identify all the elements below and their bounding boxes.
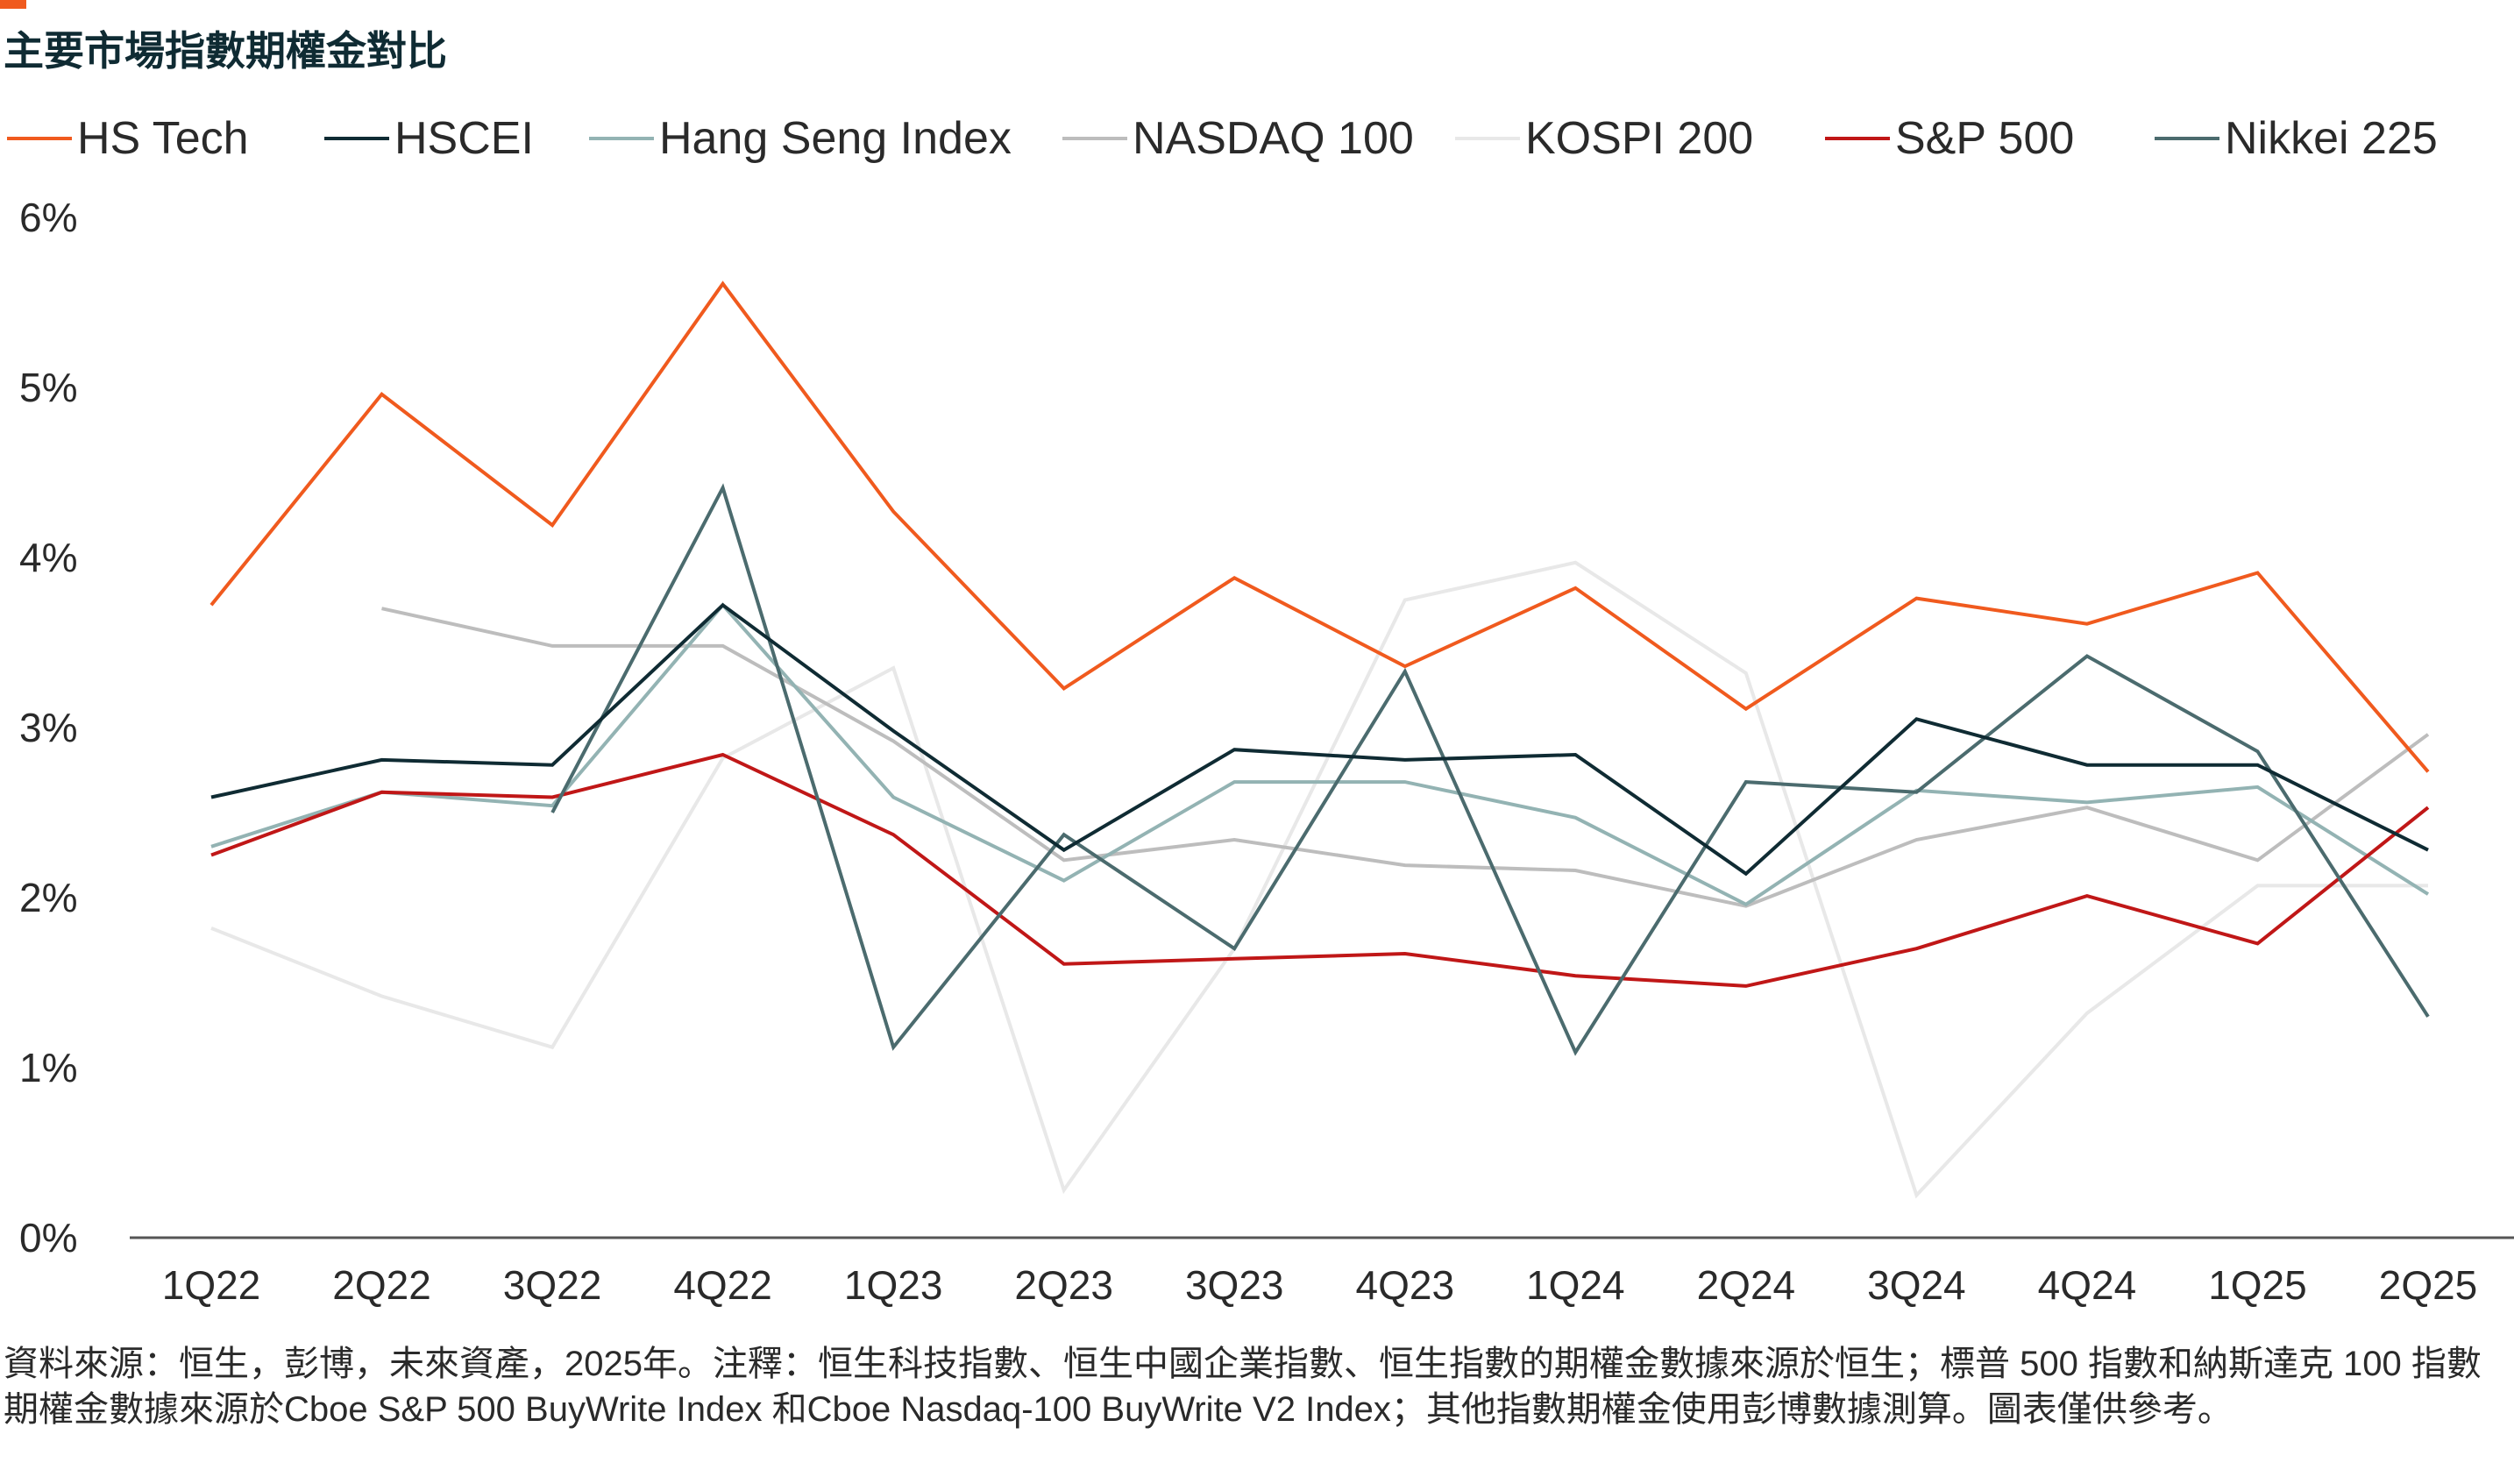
legend-label: NASDAQ 100 [1133,113,1414,164]
series-line-hscei [210,602,2429,877]
y-tick-label: 0% [19,1215,77,1260]
y-axis-ticks: 0% 1% 2% 3% 4% 5% 6% [19,195,77,1260]
legend-swatch [324,137,389,140]
chart-title: 主要市場指數期權金對比 [4,28,447,74]
x-tick-label: 2Q25 [2379,1262,2478,1308]
accent-bar [0,0,26,9]
legend-label: Hang Seng Index [659,113,1012,164]
series-line-nasdaq-100 [381,607,2430,908]
x-tick-label: 2Q22 [332,1262,431,1308]
legend-item-kospi-200[interactable]: KOSPI 200 [1455,112,1753,165]
legend-item-sp-500[interactable]: S&P 500 [1825,112,2074,165]
legend-item-hs-tech[interactable]: HS Tech [7,112,249,165]
legend-label: Nikkei 225 [2225,113,2438,164]
legend-label: HS Tech [77,113,249,164]
x-tick-label: 3Q23 [1185,1262,1284,1308]
legend-swatch [1455,137,1520,140]
series-lines [210,280,2430,1199]
series-line-nikkei-225 [550,483,2430,1056]
x-tick-label: 1Q25 [2208,1262,2307,1308]
legend-label: KOSPI 200 [1525,113,1754,164]
line-chart: 0% 1% 2% 3% 4% 5% 6% 1Q22 2Q22 3Q22 4Q22 1Q23 2Q23 3… [19,195,2514,1308]
y-tick-label: 1% [19,1045,77,1090]
y-tick-label: 4% [19,535,77,580]
series-line-s-p-500 [210,752,2430,988]
x-tick-label: 2Q24 [1697,1262,1796,1308]
legend-swatch [1062,137,1127,140]
legend-item-hscei[interactable]: HSCEI [324,112,534,165]
legend-swatch [7,137,72,140]
x-tick-label: 4Q24 [2038,1262,2137,1308]
legend: HS Tech HSCEI Hang Seng Index NASDAQ 100… [0,112,2514,165]
y-tick-label: 2% [19,875,77,920]
y-tick-label: 6% [19,195,77,240]
legend-label: S&P 500 [1895,113,2075,164]
legend-item-hang-seng-index[interactable]: Hang Seng Index [589,112,1012,165]
series-line-hang-seng-index [210,602,2430,907]
x-tick-label: 1Q22 [162,1262,261,1308]
legend-item-nasdaq-100[interactable]: NASDAQ 100 [1062,112,1414,165]
x-tick-label: 3Q24 [1867,1262,1966,1308]
x-tick-label: 1Q24 [1526,1262,1625,1308]
x-tick-label: 2Q23 [1014,1262,1113,1308]
x-tick-label: 4Q22 [673,1262,772,1308]
x-tick-label: 4Q23 [1356,1262,1455,1308]
legend-label: HSCEI [394,113,534,164]
x-axis-ticks: 1Q22 2Q22 3Q22 4Q22 1Q23 2Q23 3Q23 4Q23 1Q24 2Q24… [162,1262,2478,1308]
x-tick-label: 1Q23 [844,1262,943,1308]
legend-swatch [589,137,654,140]
series-line-kospi-200 [210,560,2428,1199]
legend-swatch [2155,137,2219,140]
footnote: 資料來源：恒生，彭博，未來資產，2025年。注釋：恒生科技指數、恒生中國企業指數… [4,1345,2482,1429]
y-tick-label: 5% [19,365,77,410]
series-line-hs-tech [210,280,2430,773]
legend-swatch [1825,137,1890,140]
y-tick-label: 3% [19,705,77,750]
legend-item-nikkei-225[interactable]: Nikkei 225 [2155,112,2438,165]
x-tick-label: 3Q22 [503,1262,602,1308]
